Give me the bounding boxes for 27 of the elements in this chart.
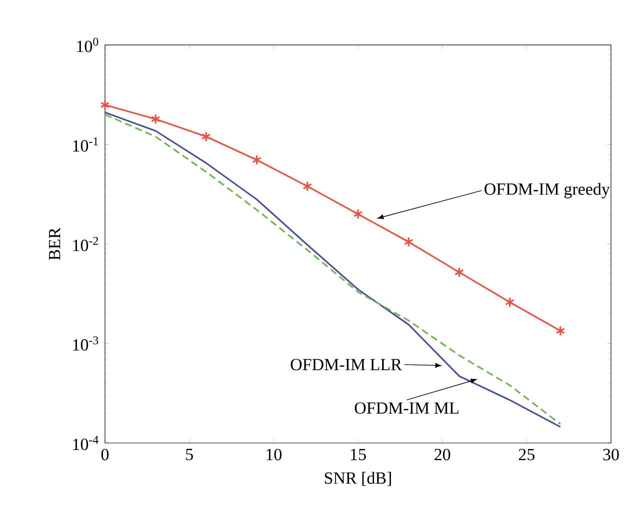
- y-tick-label: 10$^{-2}$: [73, 236, 98, 252]
- y-tick-label: 10$^{-3}$: [73, 336, 98, 351]
- x-tick-label: 20: [434, 448, 450, 460]
- point: [252, 154, 262, 166]
- x-tick-label: 30: [603, 448, 619, 460]
- point: [302, 181, 312, 192]
- point: [353, 208, 363, 220]
- x-tick-label: 10: [266, 448, 282, 460]
- x-tick-label: 5: [186, 448, 193, 460]
- x-axis-title: SNR [dB]: [324, 472, 391, 486]
- point: [505, 296, 514, 308]
- point: [404, 236, 414, 248]
- point: [454, 266, 464, 278]
- annotation: OFDM-IM ML: [354, 402, 458, 414]
- x-tick-label: 0: [101, 448, 109, 460]
- annotation: OFDM-IM LLR: [290, 358, 402, 370]
- x-tick-label: 25: [518, 448, 535, 460]
- y-tick-label: 10$^{-4}$: [73, 436, 98, 450]
- y-tick-label: 10$^{-1}$: [73, 137, 98, 152]
- point: [150, 114, 160, 124]
- point: [100, 100, 110, 110]
- point: [556, 326, 566, 336]
- y-tick-label: 10$^{0}$: [77, 38, 98, 52]
- y-axis-title: BER: [49, 227, 60, 260]
- annotation: OFDM-IM greedy: [484, 182, 610, 198]
- point: [202, 131, 211, 142]
- x-tick-label: 15: [350, 448, 366, 460]
